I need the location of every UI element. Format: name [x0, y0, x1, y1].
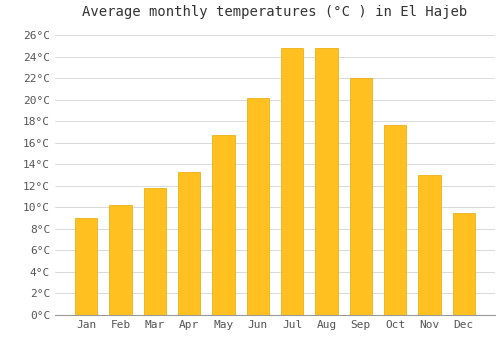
- Bar: [178, 172, 201, 315]
- Bar: [246, 98, 269, 315]
- Title: Average monthly temperatures (°C ) in El Hajeb: Average monthly temperatures (°C ) in El…: [82, 5, 468, 19]
- Bar: [452, 213, 475, 315]
- Bar: [418, 175, 440, 315]
- Bar: [384, 125, 406, 315]
- Bar: [316, 48, 338, 315]
- Bar: [350, 78, 372, 315]
- Bar: [75, 218, 98, 315]
- Bar: [212, 135, 234, 315]
- Bar: [281, 48, 303, 315]
- Bar: [144, 188, 166, 315]
- Bar: [110, 205, 132, 315]
